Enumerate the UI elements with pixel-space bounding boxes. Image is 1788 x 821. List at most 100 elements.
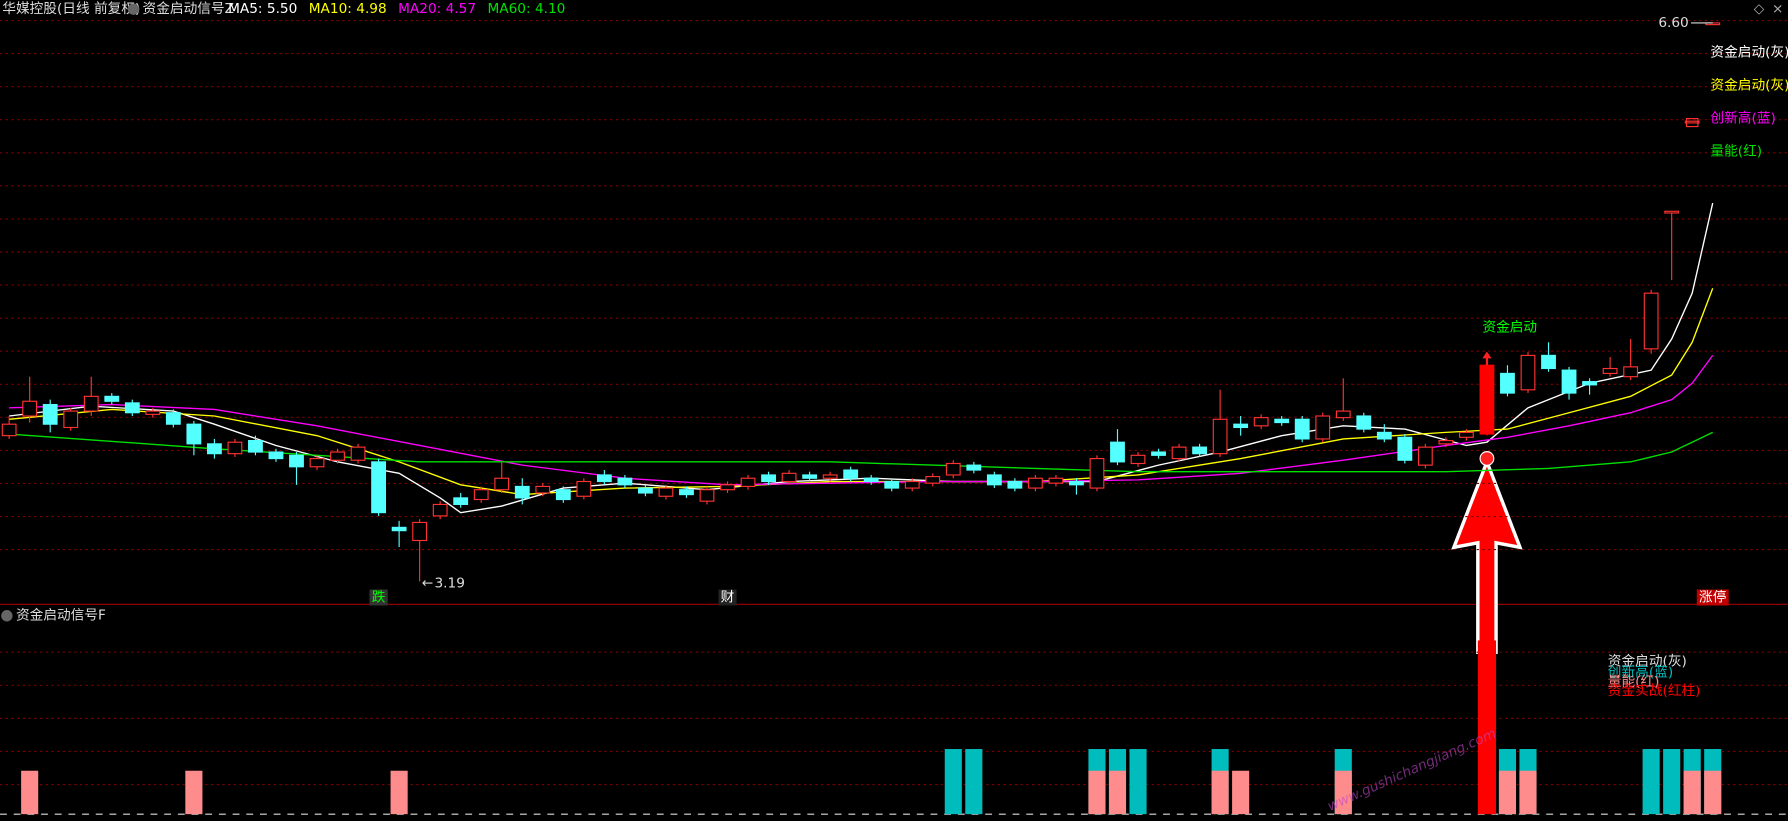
candle-body xyxy=(63,410,79,429)
legend-entry: 创新高(蓝) xyxy=(1710,110,1775,127)
candle-body xyxy=(1007,480,1023,489)
candle-body xyxy=(925,476,941,484)
candle-body xyxy=(802,474,818,479)
ma-readout: MA60: 4.10 xyxy=(487,1,565,17)
candle-body xyxy=(1233,423,1249,429)
low-arrow: ← xyxy=(422,576,433,592)
candle-body xyxy=(1089,458,1105,489)
candle-body xyxy=(617,477,633,486)
x-marker-bg xyxy=(369,589,388,606)
candle-body xyxy=(206,443,222,455)
ma-line xyxy=(9,431,1714,473)
candle-body xyxy=(1500,372,1515,394)
candle-body xyxy=(1130,454,1146,465)
candle-body xyxy=(391,526,407,532)
indicator-bar xyxy=(1211,770,1229,815)
candle-body xyxy=(720,484,735,491)
candle-body xyxy=(1438,439,1454,445)
indicator-bar xyxy=(1232,770,1250,815)
candle-body xyxy=(42,403,58,425)
ma-readout: MA5: 5.50 xyxy=(228,1,297,17)
legend-entry: 资金启动(灰) xyxy=(1710,78,1788,94)
candle-body xyxy=(453,497,469,506)
legend-entry: 量能(红) xyxy=(1608,674,1660,690)
float-icon[interactable]: ◇ xyxy=(1754,1,1765,17)
candle-body xyxy=(638,487,653,494)
legend-entry: 资金启动(灰) xyxy=(1608,653,1687,669)
close-icon[interactable]: × xyxy=(1772,1,1783,17)
candle-body xyxy=(330,451,345,461)
candle-body xyxy=(1643,292,1659,350)
ma-colon: : xyxy=(258,1,267,17)
candle-body xyxy=(1253,417,1269,427)
candle-body xyxy=(1459,431,1474,438)
indicator-bar xyxy=(390,770,408,815)
candle-body xyxy=(227,441,243,455)
candle-body xyxy=(165,412,181,425)
indicator-bar xyxy=(1642,749,1660,815)
candle-body xyxy=(1376,431,1392,440)
ma-readout: MA20: 4.57 xyxy=(398,1,476,17)
ma-colon: : xyxy=(437,1,446,17)
candle-body xyxy=(1027,477,1043,489)
indicator-bar xyxy=(1334,770,1352,815)
legend-swatch xyxy=(1685,118,1699,128)
x-marker: 财 xyxy=(721,590,735,606)
indicator-bar xyxy=(1088,770,1106,815)
candle-body xyxy=(535,485,551,494)
indicator-bar xyxy=(185,770,203,815)
legend-entry: 量能(红) xyxy=(1710,144,1762,160)
candle-body xyxy=(514,485,530,499)
high-label: 6.60 xyxy=(1658,15,1688,31)
ma-value: 4.98 xyxy=(356,1,386,17)
x-marker: 涨停 xyxy=(1699,589,1726,606)
candle-body xyxy=(1479,364,1495,435)
candle-body xyxy=(83,395,99,412)
indicator-bar xyxy=(1498,770,1517,815)
ma-colon: : xyxy=(526,1,535,17)
indicator-bar xyxy=(1108,770,1127,815)
lower-panel-title: 资金启动信号F xyxy=(16,608,106,624)
indicator-bar xyxy=(944,749,962,815)
ma-readout: MA10: 4.98 xyxy=(309,1,387,17)
indicator-bar xyxy=(1663,749,1681,815)
candle-body xyxy=(289,454,304,468)
candle-body xyxy=(371,461,387,514)
candle-body xyxy=(1356,415,1372,430)
candle-body xyxy=(1684,120,1700,124)
candle-body xyxy=(1541,354,1556,370)
candle-body xyxy=(699,489,715,502)
candle-body xyxy=(1294,418,1310,440)
ma-value: 5.50 xyxy=(267,1,297,17)
candle-body xyxy=(884,480,900,489)
legend-entry: 创新高(蓝) xyxy=(1608,664,1673,681)
candle-body xyxy=(1171,446,1187,460)
candle-body xyxy=(740,477,756,487)
candle-body xyxy=(186,423,202,445)
candle-body xyxy=(309,458,325,468)
low-label: 3.19 xyxy=(434,576,464,592)
indicator-bar xyxy=(965,749,983,815)
candle-body xyxy=(1315,415,1331,440)
indicator-bar xyxy=(1477,640,1497,815)
candle-body xyxy=(679,489,694,496)
toggle-icon[interactable] xyxy=(127,3,140,15)
indicator-bar xyxy=(1704,770,1722,815)
candle-body xyxy=(1417,446,1433,466)
candle-body xyxy=(658,487,674,497)
candle-body xyxy=(473,489,489,501)
candle-body xyxy=(1110,441,1125,463)
candle-body xyxy=(1623,366,1639,378)
candle-body xyxy=(781,472,797,483)
candle-body xyxy=(104,395,120,402)
candle-body xyxy=(904,480,920,489)
ma-value: 4.10 xyxy=(535,1,565,17)
candle-body xyxy=(1151,451,1166,456)
indicator-bar xyxy=(1683,770,1701,815)
candle-body xyxy=(22,400,38,417)
candle-body xyxy=(761,474,776,483)
candle-body xyxy=(248,439,263,453)
toggle-icon[interactable] xyxy=(1,610,13,622)
